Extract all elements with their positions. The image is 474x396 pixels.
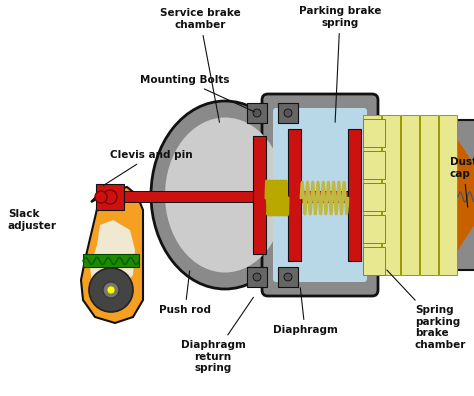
Bar: [247, 103, 267, 123]
Bar: [247, 267, 267, 287]
Polygon shape: [81, 187, 143, 323]
Circle shape: [95, 191, 107, 203]
FancyBboxPatch shape: [453, 120, 474, 270]
Bar: [382, 115, 400, 275]
Polygon shape: [90, 220, 135, 293]
Bar: [363, 247, 385, 275]
Text: Dust
cap: Dust cap: [450, 157, 474, 207]
Bar: [96, 184, 124, 210]
Text: Diaphragm: Diaphragm: [273, 288, 337, 335]
Circle shape: [253, 273, 261, 281]
Bar: [363, 215, 385, 243]
Ellipse shape: [165, 118, 285, 272]
Bar: [288, 129, 301, 261]
Text: Slack
adjuster: Slack adjuster: [8, 209, 57, 231]
Text: Service brake
chamber: Service brake chamber: [160, 8, 240, 122]
Polygon shape: [265, 117, 280, 273]
Polygon shape: [458, 140, 474, 250]
Bar: [278, 267, 298, 287]
Bar: [420, 115, 438, 275]
FancyBboxPatch shape: [273, 108, 367, 282]
Circle shape: [103, 282, 119, 298]
Bar: [363, 183, 385, 211]
Bar: [439, 115, 457, 275]
Text: Push rod: Push rod: [159, 271, 211, 315]
Bar: [363, 115, 381, 275]
Bar: [401, 115, 419, 275]
Bar: [348, 129, 361, 261]
Text: Mounting Bolts: Mounting Bolts: [140, 75, 255, 112]
Circle shape: [103, 190, 117, 204]
Text: Diaphragm
return
spring: Diaphragm return spring: [181, 297, 254, 373]
FancyBboxPatch shape: [262, 94, 378, 296]
Ellipse shape: [151, 101, 299, 289]
Circle shape: [107, 286, 115, 294]
Text: Parking brake
spring: Parking brake spring: [299, 6, 381, 122]
Bar: [253, 136, 266, 254]
Bar: [363, 151, 385, 179]
Circle shape: [284, 109, 292, 117]
Text: Spring
parking
brake
chamber: Spring parking brake chamber: [387, 270, 466, 350]
Circle shape: [284, 273, 292, 281]
Bar: [108, 191, 352, 202]
Circle shape: [253, 109, 261, 117]
Bar: [363, 119, 385, 147]
Text: Clevis and pin: Clevis and pin: [103, 150, 192, 185]
Bar: [278, 103, 298, 123]
Bar: [83, 254, 139, 267]
Circle shape: [89, 268, 133, 312]
